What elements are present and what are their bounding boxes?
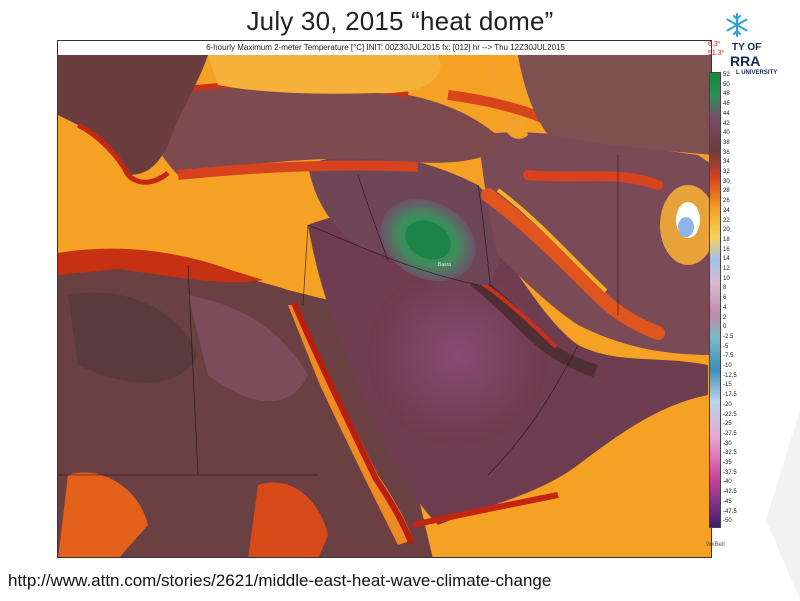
source-url[interactable]: http://www.attn.com/stories/2621/middle-… [8, 571, 552, 590]
libya-dark-patch [68, 292, 198, 383]
legend-tick-label: -22.5 [723, 411, 737, 418]
min-max-values: 6.3° 51.3° [708, 40, 724, 58]
legend-tick-label: -37.5 [723, 469, 737, 476]
legend-tick-label: 38 [723, 139, 730, 146]
legend-unit-label: WxBell [706, 542, 725, 548]
zagros-mountains [481, 188, 665, 340]
legend-tick-label: -40 [723, 479, 732, 486]
legend-tick-labels: 52 50 48 46 44 42 40 38 36 34 32 30 28 26 24 22 20 18 16 14… [723, 72, 753, 528]
legend-tick-label: -30 [723, 440, 732, 447]
legend-tick-label: -50 [723, 518, 732, 525]
alborz-mountains [523, 170, 663, 190]
yemen-coast [412, 492, 559, 528]
country-borders [58, 155, 619, 476]
legend-tick-label: 52 [723, 72, 730, 78]
legend-tick-label: -2.5 [723, 333, 734, 340]
legend-tick-label: -47.5 [723, 508, 737, 515]
legend-tick-label: -12.5 [723, 372, 737, 379]
legend-tick-label: -10 [723, 363, 732, 370]
turkey-land [138, 83, 508, 175]
legend-tick-label: 40 [723, 130, 730, 137]
legend-tick-label: 32 [723, 169, 730, 176]
legend-tick-label: 48 [723, 91, 730, 98]
legend-tick-label: -42.5 [723, 489, 737, 496]
legend-tick-label: 42 [723, 120, 730, 127]
slide-title: July 30, 2015 “heat dome” [246, 6, 554, 36]
snow-cap-blue [678, 217, 694, 237]
mediterranean-sea [58, 175, 306, 251]
min-value: 6.3° [708, 41, 721, 48]
temperature-map: 6-hourly Maximum 2-meter Temperature [°C… [57, 40, 712, 558]
legend-tick-label: -45 [723, 498, 732, 505]
temperature-legend-bar [709, 72, 721, 528]
logo-line-2: RRA [730, 53, 761, 69]
egypt-hot-patch [188, 295, 308, 402]
arabia-interior [368, 265, 548, 445]
legend-tick-label: 46 [723, 101, 730, 108]
legend-tick-label: -15 [723, 382, 732, 389]
legend-tick-label: -27.5 [723, 430, 737, 437]
balkans-land [58, 55, 208, 175]
legend-tick-label: 8 [723, 285, 727, 292]
legend-tick-label: 12 [723, 266, 730, 273]
legend-tick-label: 34 [723, 159, 730, 166]
legend-tick-label: -5 [723, 343, 729, 350]
legend-tick-label: 24 [723, 207, 730, 214]
zagros-ridge [496, 188, 608, 293]
legend-tick-label: 2 [723, 314, 727, 321]
max-value: 51.3° [708, 50, 725, 57]
anatolian-hot-band [177, 160, 419, 180]
extreme-heat-core [405, 220, 451, 260]
legend-tick-label: -32.5 [723, 450, 737, 457]
logo-line-3: L UNIVERSITY [736, 70, 778, 76]
legend-tick-label: 30 [723, 178, 730, 185]
map-header: 6-hourly Maximum 2-meter Temperature [°C… [58, 41, 711, 55]
snowflake-icon [726, 13, 748, 37]
legend-tick-label: 26 [723, 198, 730, 205]
legend-tick-label: 36 [723, 149, 730, 156]
legend-tick-label: 6 [723, 295, 727, 302]
legend-tick-label: -7.5 [723, 353, 734, 360]
central-asia-land [518, 55, 711, 155]
black-sea [208, 55, 441, 94]
map-canvas: Basra [58, 55, 711, 557]
logo-line-1: TY OF [732, 42, 762, 53]
legend-tick-label: 4 [723, 304, 727, 311]
greece-coast [76, 122, 170, 185]
legend-tick-label: 10 [723, 275, 730, 282]
ethiopia-highlands [248, 482, 328, 557]
legend-tick-label: -35 [723, 460, 732, 467]
sahara-red-band [58, 248, 263, 283]
legend-tick-label: 28 [723, 188, 730, 195]
legend-tick-label: 50 [723, 81, 730, 88]
legend-tick-label: 16 [723, 246, 730, 253]
city-label: Basra [438, 262, 451, 268]
red-sea-coast [291, 301, 414, 545]
sudan-orange-patch [58, 472, 148, 557]
legend-tick-label: -25 [723, 421, 732, 428]
slide-decoration [766, 410, 800, 600]
legend-tick-label: 14 [723, 256, 730, 263]
legend-tick-label: 44 [723, 110, 730, 117]
legend-tick-label: 0 [723, 324, 727, 331]
legend-tick-label: -17.5 [723, 392, 737, 399]
legend-tick-label: 20 [723, 227, 730, 234]
legend-tick-label: 22 [723, 217, 730, 224]
legend-tick-label: -20 [723, 401, 732, 408]
legend-tick-label: 18 [723, 236, 730, 243]
